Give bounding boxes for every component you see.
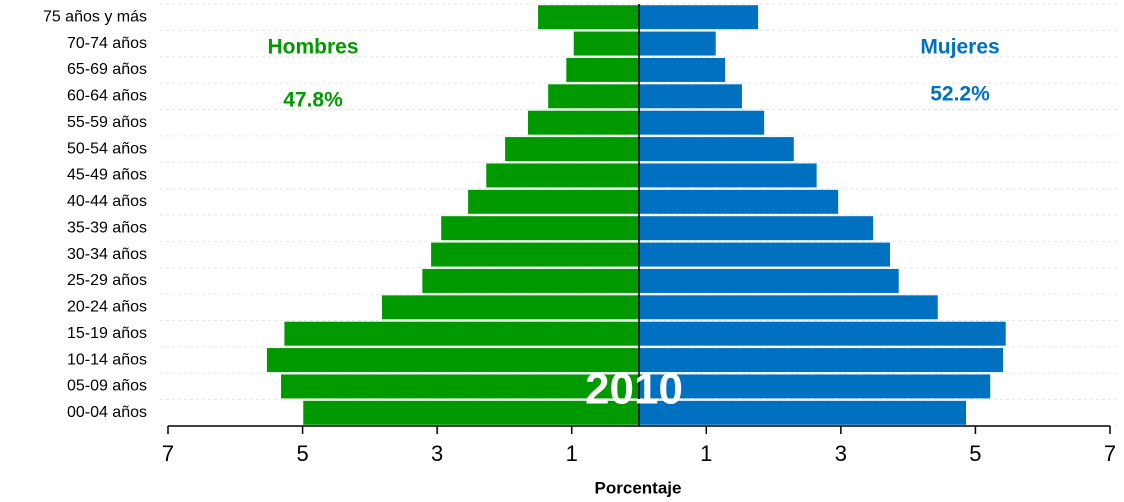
series-label: Mujeres	[920, 36, 999, 59]
bar	[639, 295, 938, 320]
bar	[639, 137, 794, 162]
bar	[639, 163, 817, 188]
bar	[284, 321, 639, 346]
x-tick-label: 7	[162, 441, 174, 466]
category-label: 55-59 años	[67, 114, 147, 131]
bar	[468, 189, 639, 214]
bar	[639, 57, 726, 82]
year-label: 2010	[585, 365, 683, 414]
bar	[303, 400, 639, 425]
x-tick-label: 5	[969, 441, 981, 466]
bar	[639, 321, 1006, 346]
bar	[266, 348, 639, 373]
category-label: 20-24 años	[67, 299, 147, 316]
category-label: 70-74 años	[67, 35, 147, 52]
bar	[573, 31, 639, 56]
bar	[639, 110, 765, 135]
x-tick-label: 5	[296, 441, 308, 466]
x-tick-label: 1	[566, 441, 578, 466]
bar	[639, 31, 716, 56]
bar	[639, 189, 839, 214]
bar	[527, 110, 639, 135]
bar	[639, 268, 899, 293]
bar	[538, 5, 639, 30]
category-label: 75 años y más	[43, 8, 147, 25]
category-label: 25-29 años	[67, 272, 147, 289]
category-label: 30-34 años	[67, 246, 147, 263]
category-label: 05-09 años	[67, 378, 147, 395]
category-label: 10-14 años	[67, 351, 147, 368]
bar	[639, 348, 1004, 373]
category-label: 60-64 años	[67, 88, 147, 105]
bar	[639, 216, 874, 241]
bar	[639, 400, 967, 425]
category-label: 40-44 años	[67, 193, 147, 210]
x-axis-label: Porcentaje	[595, 478, 682, 497]
bar	[566, 57, 639, 82]
bar	[431, 242, 639, 267]
category-label: 35-39 años	[67, 219, 147, 236]
category-label: 00-04 años	[67, 404, 147, 421]
bar	[639, 374, 991, 399]
bar	[422, 268, 639, 293]
bar	[639, 5, 759, 30]
x-tick-label: 1	[700, 441, 712, 466]
bar	[639, 242, 890, 267]
bar	[281, 374, 639, 399]
bar	[548, 84, 639, 109]
bar	[505, 137, 639, 162]
x-tick-label: 7	[1104, 441, 1116, 466]
bar	[639, 84, 742, 109]
category-label: 15-19 años	[67, 325, 147, 342]
category-label: 65-69 años	[67, 61, 147, 78]
series-share: 52.2%	[930, 83, 990, 106]
series-label: Hombres	[267, 36, 358, 59]
category-label: 45-49 años	[67, 167, 147, 184]
category-label: 50-54 años	[67, 140, 147, 157]
bar	[486, 163, 639, 188]
series-share: 47.8%	[283, 89, 343, 112]
x-tick-label: 3	[835, 441, 847, 466]
x-tick-label: 3	[431, 441, 443, 466]
bar	[441, 216, 639, 241]
bar	[381, 295, 639, 320]
